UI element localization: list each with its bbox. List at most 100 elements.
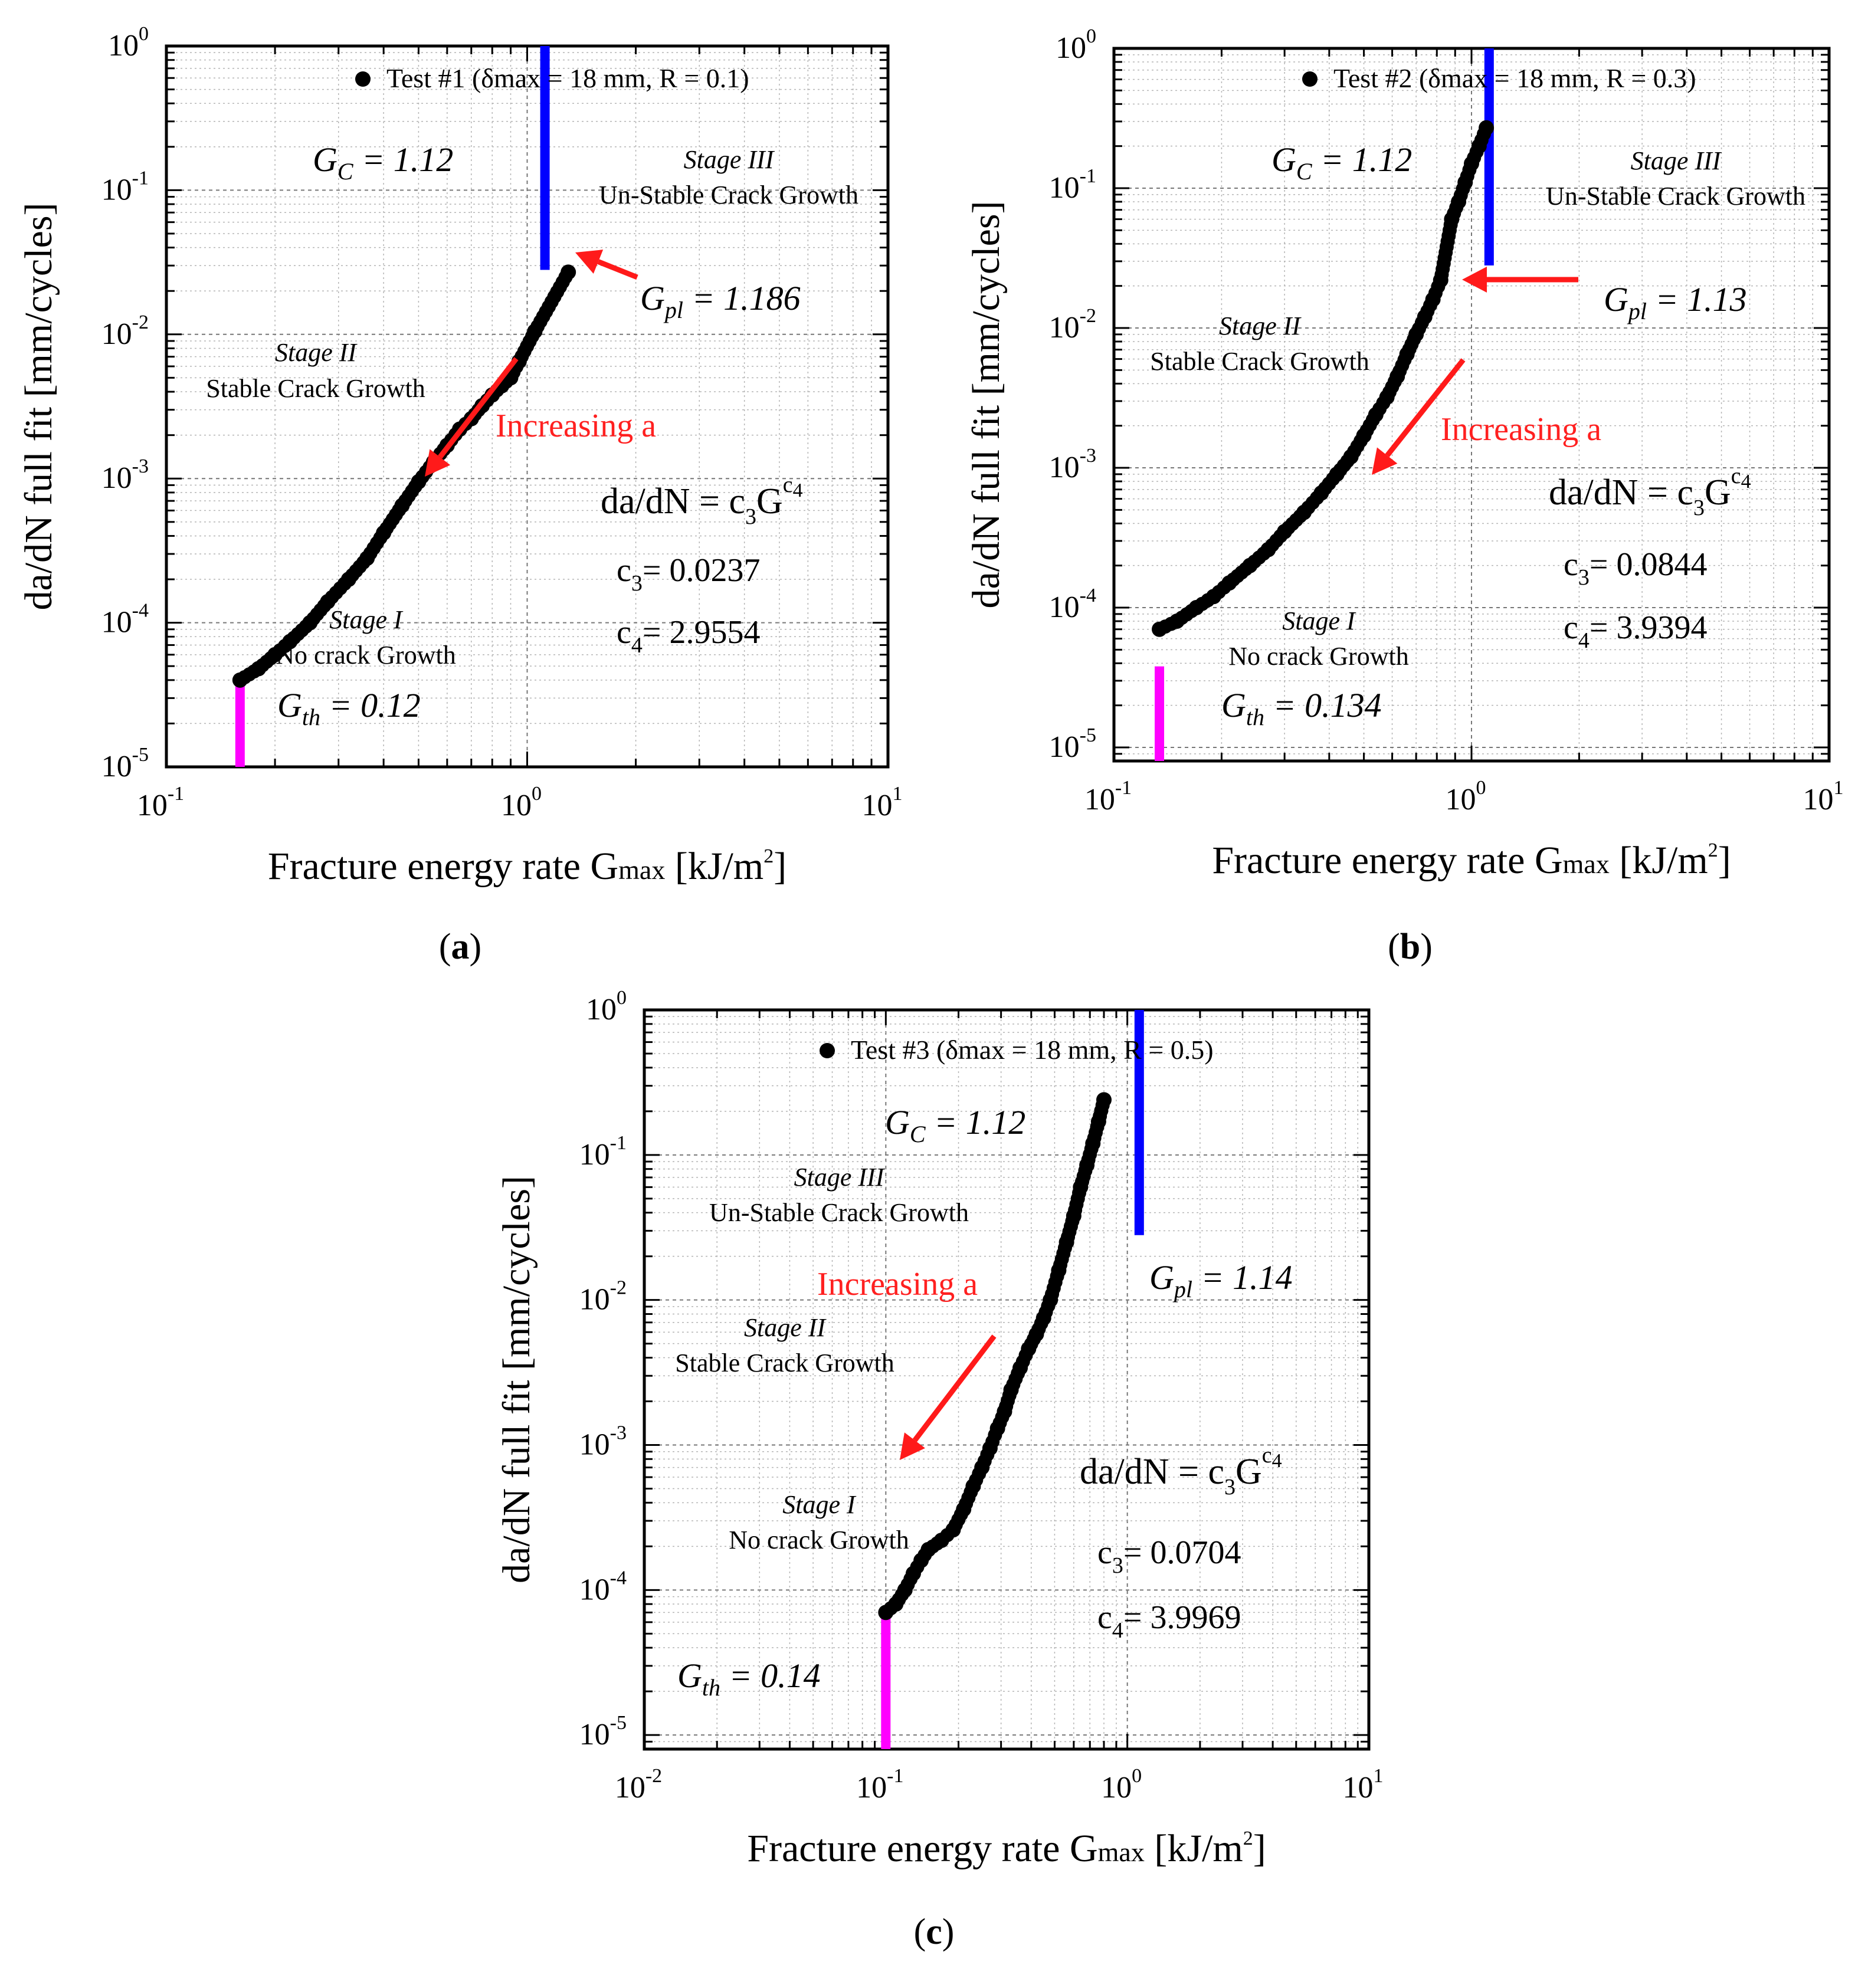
y-tick-label: 10-5	[1049, 724, 1096, 764]
gpl-arrow	[597, 259, 638, 280]
y-tick-label: 10-4	[101, 600, 149, 639]
chart-panel-a: 10-1 100 101 10-5 10-4 10-3 10-2 10-1 100 Fractur…	[17, 23, 903, 967]
increasing-a-label: Increasing a	[496, 408, 656, 444]
y-tick-label: 100	[1056, 25, 1096, 65]
stage1-description: No crack Growth	[1228, 642, 1408, 671]
data-series	[878, 1092, 1112, 1620]
y-axis-label: da/dN full fit [mm/cycles]	[495, 1176, 538, 1583]
c4-label: c4= 2.9554	[617, 614, 760, 658]
data-point-fill	[1443, 217, 1458, 232]
data-point-fill	[930, 1536, 945, 1551]
y-tick-label: 10-1	[579, 1132, 627, 1172]
y-tick-label: 10-1	[1049, 165, 1096, 205]
panel-label: (b)	[1388, 927, 1433, 967]
data-point-fill	[1002, 1388, 1017, 1403]
x-axis-label: Fracture energy rate Gmax [kJ/m2]	[747, 1827, 1266, 1870]
y-axis-label: da/dN full fit [mm/cycles]	[17, 203, 60, 611]
data-point-fill	[558, 270, 573, 284]
data-point-fill	[972, 1467, 987, 1481]
data-point-fill	[1090, 1120, 1105, 1134]
panel-label: (a)	[439, 927, 481, 967]
data-point-fill	[1084, 1141, 1099, 1156]
y-tick-label: 10-5	[101, 744, 149, 783]
data-point-fill	[1072, 1186, 1087, 1200]
data-point-fill	[1449, 200, 1464, 215]
data-point-fill	[1065, 1214, 1080, 1229]
data-point-fill	[1397, 352, 1412, 367]
x-tick-label: 100	[501, 783, 542, 822]
stage1-title: Stage I	[329, 605, 404, 634]
increasing-a-arrow-head	[900, 1432, 925, 1460]
legend-label: Test #1 (δmax = 18 mm, R = 0.1)	[386, 63, 749, 93]
gth-label: Gth = 0.14	[677, 1656, 821, 1701]
stage3-description: Un-Stable Crack Growth	[709, 1198, 969, 1227]
legend-label: Test #2 (δmax = 18 mm, R = 0.3)	[1333, 63, 1696, 93]
y-tick-label: 10-5	[579, 1712, 627, 1751]
data-point-fill	[1164, 616, 1178, 631]
x-tick-label: 100	[1446, 777, 1486, 816]
data-point-fill	[1365, 412, 1380, 427]
data-point-fill	[988, 1428, 1002, 1442]
stage3-description: Un-Stable Crack Growth	[599, 181, 858, 209]
c4-label: c4= 3.9969	[1097, 1599, 1241, 1643]
increasing-a-arrow-head	[1372, 447, 1398, 475]
stage3-title: Stage III	[684, 145, 775, 174]
increasing-a-label: Increasing a	[817, 1266, 978, 1303]
gth-label: Gth = 0.12	[277, 686, 421, 730]
y-tick-label: 10-4	[579, 1567, 627, 1606]
y-tick-label: 10-3	[101, 455, 149, 495]
stage2-title: Stage II	[275, 338, 358, 367]
data-point-fill	[1407, 332, 1421, 347]
gth-label: Gth = 0.134	[1221, 686, 1382, 730]
gc-label: GC = 1.12	[885, 1103, 1025, 1147]
data-point-fill	[1050, 1269, 1064, 1284]
y-tick-label: 100	[108, 23, 149, 63]
y-tick-label: 10-2	[101, 311, 149, 351]
gpl-arrow-head	[575, 250, 604, 274]
data-point-fill	[1477, 127, 1492, 142]
data-point-fill	[1217, 580, 1231, 595]
plot-frame	[165, 44, 890, 769]
stage1-title: Stage I	[1282, 606, 1356, 635]
panel-label: (c)	[914, 1912, 955, 1952]
stage3-title: Stage III	[1631, 146, 1722, 175]
y-tick-label: 10-4	[1049, 585, 1096, 624]
c3-label: c3= 0.0704	[1097, 1534, 1241, 1578]
grid	[1113, 48, 1829, 762]
x-tick-label: 101	[1803, 777, 1844, 816]
increasing-a-arrow	[438, 357, 519, 459]
chart-panel-c: 10-2 10-1 100 101 10-5 10-4 10-3 10-2 10-1 100 Fra…	[495, 987, 1384, 1952]
data-point-fill	[1201, 593, 1215, 608]
legend-label: Test #3 (δmax = 18 mm, R = 0.5)	[851, 1035, 1214, 1065]
stage3-description: Un-Stable Crack Growth	[1546, 182, 1805, 211]
increasing-a-label: Increasing a	[1441, 411, 1601, 448]
y-tick-label: 10-3	[579, 1422, 627, 1462]
stage2-description: Stable Crack Growth	[675, 1349, 894, 1377]
data-point-fill	[1310, 490, 1325, 505]
data-series	[232, 264, 576, 688]
grid	[643, 1010, 1369, 1750]
x-tick-label: 10-1	[137, 783, 184, 822]
data-point-fill	[1078, 1163, 1093, 1178]
increasing-a-arrow	[912, 1334, 997, 1442]
c3-label: c3= 0.0844	[1564, 546, 1707, 590]
x-tick-label: 10-1	[856, 1765, 903, 1805]
data-series	[1152, 120, 1495, 637]
data-point-fill	[1034, 1316, 1048, 1331]
legend-marker	[355, 71, 371, 87]
data-point-fill	[910, 1560, 925, 1574]
data-point-fill	[980, 1447, 995, 1462]
stage3-title: Stage III	[794, 1163, 886, 1192]
data-point-fill	[953, 1507, 968, 1522]
y-tick-label: 10-3	[1049, 445, 1096, 484]
x-axis-label: Fracture energy rate Gmax [kJ/m2]	[268, 845, 786, 888]
gpl-label: Gpl = 1.186	[640, 279, 801, 323]
data-point-fill	[1456, 182, 1470, 196]
stage1-description: No crack Growth	[276, 641, 455, 670]
stage1-description: No crack Growth	[729, 1526, 909, 1554]
data-point-fill	[277, 638, 292, 653]
data-point-fill	[1423, 298, 1437, 313]
x-tick-label: 101	[862, 783, 903, 822]
data-point-fill	[940, 1528, 955, 1543]
